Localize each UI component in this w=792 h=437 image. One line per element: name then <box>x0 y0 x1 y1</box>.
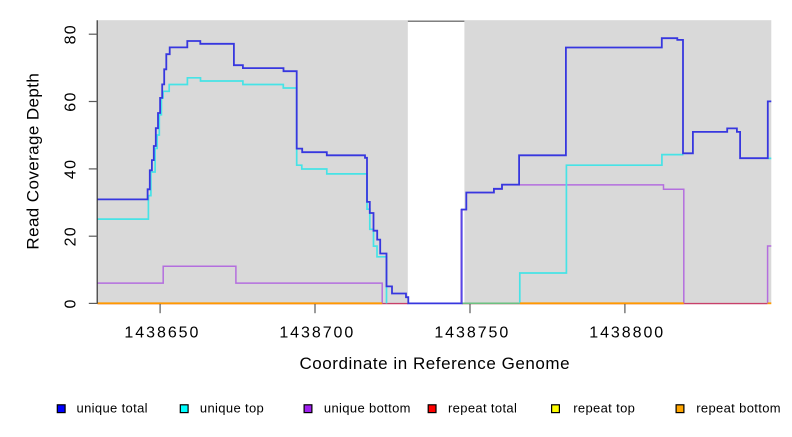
svg-text:40: 40 <box>63 159 80 179</box>
svg-text:repeat top: repeat top <box>573 400 635 415</box>
svg-text:1438650: 1438650 <box>124 325 200 342</box>
svg-text:unique total: unique total <box>77 400 148 415</box>
svg-text:unique bottom: unique bottom <box>324 400 411 415</box>
svg-text:20: 20 <box>63 226 80 246</box>
svg-text:Coordinate in Reference Genome: Coordinate in Reference Genome <box>299 354 570 373</box>
svg-text:80: 80 <box>63 24 80 44</box>
svg-text:0: 0 <box>63 298 80 308</box>
svg-text:repeat bottom: repeat bottom <box>696 400 781 415</box>
svg-text:1438800: 1438800 <box>589 325 665 342</box>
svg-text:60: 60 <box>63 91 80 111</box>
svg-text:unique top: unique top <box>200 400 264 415</box>
svg-text:repeat total: repeat total <box>448 400 517 415</box>
svg-text:Read Coverage Depth: Read Coverage Depth <box>23 73 42 250</box>
svg-text:1438750: 1438750 <box>434 325 510 342</box>
svg-text:1438700: 1438700 <box>279 325 355 342</box>
